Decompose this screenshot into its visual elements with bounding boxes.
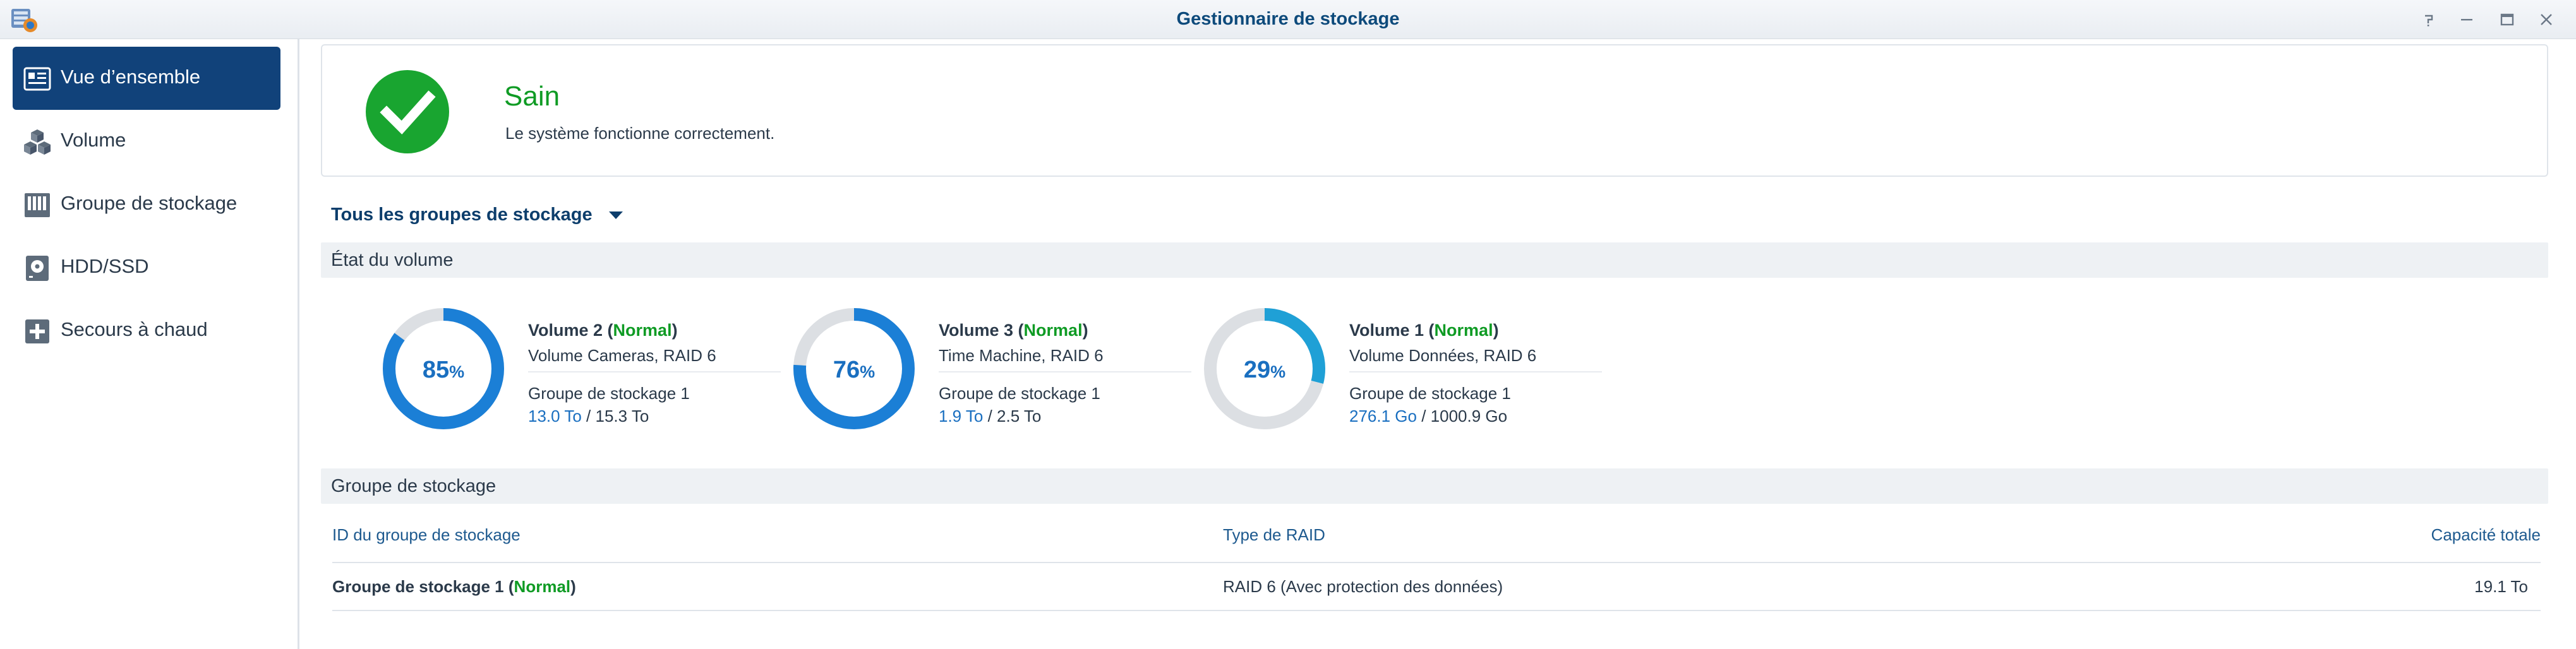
storage-manager-app-icon	[11, 9, 37, 32]
volume-description: Volume Cameras, RAID 6	[528, 346, 716, 365]
volume-divider	[1349, 371, 1602, 372]
volume-usage: 1.9 To / 2.5 To	[939, 407, 1042, 426]
volume-card[interactable]: 85% Volume 2 (Normal) Volume Cameras, RA…	[379, 304, 790, 443]
volume-description: Time Machine, RAID 6	[939, 346, 1104, 365]
section-title: Groupe de stockage	[331, 476, 497, 496]
volume-pool: Groupe de stockage 1	[939, 384, 1100, 403]
volume-description: Volume Données, RAID 6	[1349, 346, 1537, 365]
sidebar-item-overview[interactable]: Vue d’ensemble	[13, 47, 280, 110]
checkmark-icon	[366, 70, 449, 153]
volume-divider	[528, 371, 781, 372]
overview-icon	[23, 67, 51, 91]
help-icon	[2425, 15, 2433, 27]
close-button[interactable]	[2534, 8, 2558, 32]
maximize-button[interactable]	[2495, 8, 2519, 32]
sidebar-item-storage-pool[interactable]: Groupe de stockage	[13, 173, 280, 236]
column-header-pool-id[interactable]: ID du groupe de stockage	[332, 525, 521, 544]
volume-pool: Groupe de stockage 1	[528, 384, 690, 403]
sidebar-item-volume[interactable]: Volume	[13, 110, 280, 173]
sidebar-item-label: Groupe de stockage	[61, 192, 238, 214]
volume-title: Volume 3 (Normal)	[939, 321, 1088, 340]
close-icon	[2541, 14, 2552, 25]
hdd-icon	[26, 256, 49, 281]
usage-donut: 76%	[793, 308, 915, 429]
sidebar-item-label: HDD/SSD	[61, 255, 149, 277]
health-status-panel: Sain Le système fonctionne correctement.	[321, 44, 2548, 177]
storage-pool-section-header: Groupe de stockage	[321, 468, 2548, 504]
hot-spare-icon	[25, 319, 49, 343]
svg-text:76%: 76%	[833, 357, 875, 383]
help-button[interactable]	[2417, 8, 2441, 32]
volume-card[interactable]: 29% Volume 1 (Normal) Volume Données, RA…	[1200, 304, 1611, 443]
pool-id-cell: Groupe de stockage 1 (Normal)	[332, 577, 576, 596]
filter-label: Tous les groupes de stockage	[331, 205, 593, 225]
capacity-cell: 19.1 To	[2474, 577, 2528, 596]
title-bar: Gestionnaire de stockage	[0, 0, 2576, 39]
maximize-icon	[2500, 13, 2514, 26]
health-status-description: Le système fonctionne correctement.	[505, 124, 775, 143]
volume-usage: 13.0 To / 15.3 To	[528, 407, 649, 426]
sidebar-item-label: Volume	[61, 129, 126, 151]
main-content: Sain Le système fonctionne correctement.…	[301, 39, 2576, 649]
sidebar-item-hot-spare[interactable]: Secours à chaud	[13, 299, 280, 362]
sidebar-item-label: Secours à chaud	[61, 318, 208, 340]
row-divider	[332, 610, 2541, 611]
minimize-button[interactable]	[2455, 8, 2479, 32]
volume-divider	[939, 371, 1191, 372]
volume-title: Volume 2 (Normal)	[528, 321, 678, 340]
volume-pool: Groupe de stockage 1	[1349, 384, 1511, 403]
column-header-raid-type[interactable]: Type de RAID	[1223, 525, 1325, 544]
usage-donut: 29%	[1204, 308, 1325, 429]
sidebar-item-hdd-ssd[interactable]: HDD/SSD	[13, 236, 280, 299]
caret-down-icon	[608, 211, 623, 219]
usage-donut: 85%	[383, 308, 504, 429]
volume-title: Volume 1 (Normal)	[1349, 321, 1499, 340]
storage-pool-filter-dropdown[interactable]: Tous les groupes de stockage	[331, 205, 624, 225]
svg-text:29%: 29%	[1244, 357, 1285, 383]
minimize-icon	[2461, 19, 2472, 21]
health-status-title: Sain	[504, 81, 560, 112]
volume-cubes-icon	[24, 129, 51, 155]
section-title: État du volume	[331, 250, 454, 270]
sidebar-item-label: Vue d’ensemble	[61, 66, 201, 88]
column-header-total-capacity[interactable]: Capacité totale	[2431, 525, 2541, 544]
raid-type-cell: RAID 6 (Avec protection des données)	[1223, 577, 1503, 596]
svg-text:85%: 85%	[423, 357, 464, 383]
volume-card[interactable]: 76% Volume 3 (Normal) Time Machine, RAID…	[790, 304, 1200, 443]
storage-pool-icon	[25, 193, 50, 217]
volume-usage: 276.1 Go / 1000.9 Go	[1349, 407, 1508, 426]
volume-status-section-header: État du volume	[321, 242, 2548, 278]
header-divider	[332, 562, 2541, 563]
sidebar: Vue d’ensemble Volume	[0, 39, 299, 649]
window-title: Gestionnaire de stockage	[1176, 9, 1400, 29]
